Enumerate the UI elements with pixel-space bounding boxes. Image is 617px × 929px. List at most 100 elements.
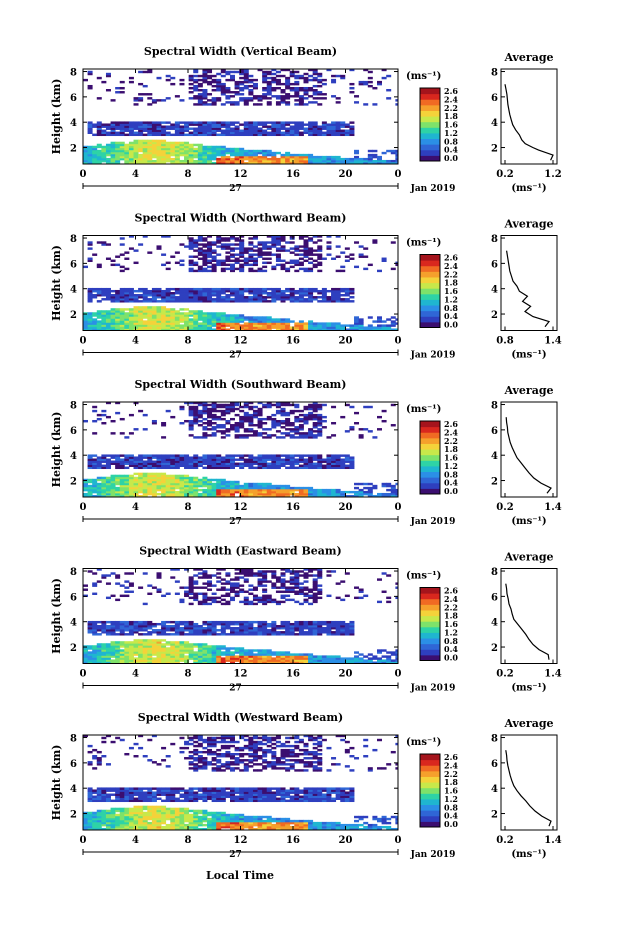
- heatmap-cell: [207, 466, 213, 470]
- heatmap-cell: [170, 143, 176, 147]
- heatmap-cell: [298, 464, 304, 467]
- heatmap-cell: [216, 289, 222, 293]
- heatmap-cell: [193, 78, 199, 82]
- heatmap-cell: [239, 155, 245, 159]
- heatmap-cell: [207, 645, 213, 648]
- heatmap-cell: [138, 661, 144, 664]
- heatmap-cell: [234, 289, 240, 293]
- heatmap-cell: [248, 492, 254, 496]
- heatmap-cell: [188, 76, 194, 80]
- heatmap-cell: [335, 454, 341, 457]
- heatmap-cell: [184, 474, 190, 478]
- heatmap-cell: [248, 456, 254, 459]
- heatmap-cell: [92, 484, 98, 488]
- heatmap-cell: [331, 161, 337, 165]
- heatmap-cell: [289, 300, 295, 303]
- heatmap-cell: [239, 149, 245, 153]
- heatmap-cell: [216, 261, 222, 265]
- heatmap-cell: [294, 633, 300, 636]
- heatmap-cell: [207, 328, 213, 331]
- heatmap-cell: [87, 454, 93, 457]
- heatmap-cell: [317, 249, 323, 252]
- heatmap-cell: [170, 627, 176, 630]
- heatmap-cell: [165, 659, 171, 662]
- heatmap-cell: [294, 653, 300, 656]
- heatmap-cell: [110, 633, 116, 636]
- heatmap-cell: [133, 145, 139, 149]
- heatmap-cell: [147, 631, 153, 634]
- heatmap-cell: [207, 291, 213, 295]
- heatmap-cell: [230, 161, 235, 165]
- colorbar-tick-label: 1.6: [444, 286, 458, 296]
- heatmap-cell: [184, 121, 190, 124]
- heatmap-cell: [193, 241, 199, 244]
- heatmap-cell: [197, 592, 203, 595]
- heatmap-cell: [285, 590, 291, 593]
- heatmap-cell: [197, 411, 203, 415]
- heatmap-cell: [303, 624, 309, 628]
- heatmap-cell: [193, 653, 199, 656]
- heatmap-cell: [390, 324, 396, 327]
- heatmap-cell: [202, 407, 208, 411]
- heatmap-cell: [266, 133, 272, 137]
- heatmap-cell: [243, 121, 249, 124]
- heatmap-cell: [280, 578, 286, 581]
- heatmap-cell: [165, 157, 171, 161]
- heatmap-cell: [193, 596, 199, 600]
- heatmap-cell: [312, 661, 318, 664]
- heatmap-cell: [170, 328, 176, 331]
- heatmap-cell: [211, 322, 217, 325]
- heatmap-cell: [197, 99, 203, 102]
- heatmap-cell: [151, 308, 157, 311]
- heatmap-cell: [285, 653, 291, 656]
- heatmap-cell: [303, 657, 309, 660]
- heatmap-cell: [303, 289, 309, 293]
- heatmap-cell: [92, 289, 98, 293]
- heatmap-cell: [105, 289, 111, 293]
- heatmap-cell: [128, 326, 134, 329]
- heatmap-cell: [248, 649, 254, 652]
- heatmap-cell: [188, 464, 194, 467]
- heatmap-cell: [188, 458, 194, 461]
- heatmap-cell: [105, 645, 111, 648]
- heatmap-cell: [335, 287, 341, 291]
- heatmap-cell: [220, 93, 226, 96]
- heatmap-cell: [216, 622, 222, 626]
- heatmap-cell: [184, 624, 190, 628]
- heatmap-cell: [184, 494, 190, 498]
- heatmap-cell: [354, 155, 360, 159]
- heatmap-cell: [216, 486, 222, 490]
- heatmap-cell: [110, 320, 116, 323]
- heatmap-cell: [202, 95, 208, 98]
- heatmap-cell: [161, 484, 167, 488]
- heatmap-cell: [225, 316, 231, 319]
- heatmap-cell: [289, 409, 295, 413]
- heatmap-cell: [151, 647, 157, 650]
- heatmap-cell: [138, 622, 144, 626]
- heatmap-cell: [372, 241, 378, 244]
- heatmap-cell: [193, 492, 199, 496]
- heatmap-cell: [248, 430, 254, 433]
- heatmap-cell: [216, 588, 222, 591]
- heatmap-cell: [207, 486, 213, 490]
- colorbar-segment: [420, 488, 440, 495]
- heatmap-cell: [243, 600, 249, 604]
- heatmap-cell: [133, 289, 139, 293]
- heatmap-cell: [234, 298, 240, 301]
- heatmap-cell: [197, 95, 203, 98]
- heatmap-cell: [390, 492, 396, 496]
- heatmap-cell: [280, 492, 286, 496]
- x-tick-label: 0: [80, 336, 87, 347]
- heatmap-cell: [257, 133, 263, 137]
- heatmap-cell: [197, 97, 203, 100]
- heatmap-cell: [179, 294, 185, 297]
- heatmap-cell: [234, 159, 240, 163]
- heatmap-cell: [170, 157, 176, 161]
- heatmap-cell: [161, 263, 167, 267]
- heatmap-cell: [188, 462, 194, 465]
- heatmap-cell: [156, 456, 162, 459]
- heatmap-cell: [266, 488, 272, 492]
- heatmap-cell: [349, 490, 355, 494]
- heatmap-cell: [321, 322, 327, 325]
- heatmap-cell: [243, 296, 249, 299]
